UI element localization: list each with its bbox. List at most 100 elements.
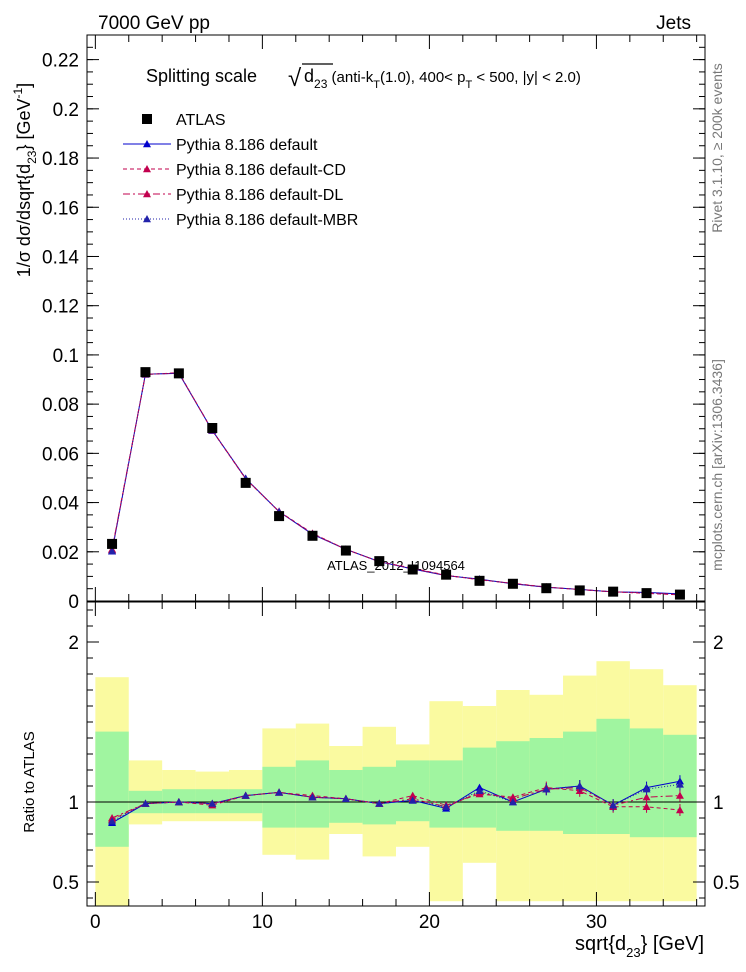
ratio-y-axis-label: Ratio to ATLAS [21, 731, 38, 832]
main-y-axis-label: 1/σ dσ/dsqrt{d23} [GeV-1] [11, 83, 39, 277]
ratio-point-pythia-8-186-default-mbr-16 [642, 785, 651, 793]
ratio-y-tick-label: 2 [68, 633, 79, 654]
ratio-series-marks [108, 775, 684, 826]
main-y-tick-label: 0.12 [42, 297, 79, 318]
main-y-tick-label: 0.02 [42, 543, 79, 564]
legend-marker-pythia-8-186-default-cd [143, 165, 151, 173]
ratio-series-lines [111, 780, 681, 824]
x-tick-label: 10 [252, 912, 273, 933]
header-jets-label: Jets [656, 13, 691, 34]
ratio-point-pythia-8-186-default-mbr-15 [609, 801, 618, 809]
legend: ATLAS Pythia 8.186 default Pythia 8.186 de… [123, 112, 358, 229]
x-tick-label: 0 [90, 912, 101, 933]
ratio-point-pythia-8-186-default-mbr-5 [275, 788, 284, 796]
ratio-point-pythia-8-186-default-mbr-17 [675, 780, 684, 788]
ratio-point-pythia-8-186-default-mbr-1 [141, 799, 150, 807]
x-tick-label: 30 [586, 912, 607, 933]
legend-marker-pythia-8-186-default-dl [143, 190, 151, 198]
atlas-point-7 [340, 545, 351, 556]
legend-label-atlas: ATLAS [176, 112, 226, 129]
main-y-tick-label: 0.22 [42, 51, 79, 72]
title-rest: d23 (anti-kT(1.0), 400< pT < 500, |y| < … [304, 66, 581, 91]
ratio-point-pythia-8-186-default-cd-16 [642, 802, 651, 810]
ratio-point-pythia-8-186-default-mbr-7 [341, 794, 350, 802]
ratio-point-pythia-8-186-default-mbr-0 [108, 817, 117, 825]
ratio-point-pythia-8-186-default-mbr-11 [475, 786, 484, 794]
uncertainty-band-inner-0 [95, 731, 129, 847]
atlas-point-1 [140, 367, 151, 378]
x-tick-label: 20 [419, 912, 440, 933]
uncertainty-band-inner-15 [596, 718, 630, 834]
rivet-label: Rivet 3.1.10, ≥ 200k events [709, 63, 725, 233]
ratio-panel [95, 661, 697, 906]
x-axis-label: sqrt{d23} [GeV] [575, 933, 704, 960]
legend-marker-atlas [142, 114, 152, 124]
ratio-point-pythia-8-186-default-cd-17 [675, 806, 684, 814]
main-series-lines [111, 372, 680, 596]
atlas-point-13 [541, 583, 552, 594]
main-y-tick-label: 0.1 [53, 346, 79, 367]
atlas-point-5 [274, 511, 285, 522]
main-series-marks [107, 367, 685, 600]
series-line-pythia-8-186-default-dl [111, 372, 680, 595]
ratio-point-pythia-8-186-default-mbr-14 [575, 782, 584, 790]
ratio-y-tick-label-right: 0.5 [713, 873, 739, 894]
ratio-line-pythia-8-186-default-cd [111, 787, 680, 821]
legend-label-pythia-8-186-default-dl: Pythia 8.186 default-DL [176, 187, 343, 204]
main-axes: 0 0.02 0.04 0.06 0.08 0.1 0.12 0.14 0.16 0.18 0.2 0… [42, 34, 705, 613]
ratio-point-pythia-8-186-default-mbr-9 [408, 796, 417, 804]
atlas-point-6 [307, 530, 318, 541]
atlas-point-3 [207, 423, 218, 434]
legend-label-pythia-8-186-default: Pythia 8.186 default [176, 137, 318, 154]
legend-label-pythia-8-186-default-cd: Pythia 8.186 default-CD [176, 162, 346, 179]
mcplots-label: mcplots.cern.ch [arXiv:1306.3436] [709, 359, 725, 571]
atlas-point-12 [507, 578, 518, 589]
atlas-point-2 [173, 368, 184, 379]
atlas-point-10 [441, 569, 452, 580]
uncertainty-band-inner-12 [496, 741, 530, 831]
ratio-y-tick-label: 0.5 [53, 873, 79, 894]
atlas-point-14 [574, 585, 585, 596]
ratio-line-pythia-8-186-default-dl [111, 787, 680, 819]
main-y-tick-label: 0.14 [42, 247, 79, 268]
ratio-point-pythia-8-186-default-mbr-10 [442, 802, 451, 810]
main-y-tick-label: 0.04 [42, 494, 79, 515]
ratio-point-pythia-8-186-default-mbr-2 [174, 798, 183, 806]
main-y-tick-label: 0.08 [42, 395, 79, 416]
legend-label-pythia-8-186-default-mbr: Pythia 8.186 default-MBR [176, 212, 358, 229]
ratio-point-pythia-8-186-default-mbr-4 [241, 791, 250, 799]
ratio-y-tick-label-right: 1 [713, 793, 724, 814]
legend-marker-pythia-8-186-default-mbr [143, 215, 151, 223]
title-main: Splitting scale [146, 66, 257, 86]
ratio-point-pythia-8-186-default-mbr-3 [208, 799, 217, 807]
uncertainty-band-inner-8 [362, 766, 396, 825]
main-y-tick-label: 0.06 [42, 444, 79, 465]
legend-marker-pythia-8-186-default [143, 140, 151, 148]
atlas-point-9 [407, 564, 418, 575]
ratio-point-pythia-8-186-default-mbr-6 [308, 793, 317, 801]
uncertainty-band-inner-9 [396, 760, 430, 822]
atlas-point-8 [374, 556, 385, 567]
atlas-point-11 [474, 575, 485, 586]
ratio-axes: 0.5 0.51 12 20 10 20 30 [53, 602, 739, 933]
ratio-point-pythia-8-186-default-mbr-13 [542, 785, 551, 793]
atlas-point-17 [674, 589, 685, 600]
ratio-point-pythia-8-186-default-dl-16 [642, 793, 651, 801]
ratio-y-tick-label-right: 2 [713, 633, 724, 654]
uncertainty-band-inner-10 [429, 760, 463, 828]
main-y-tick-label: 0.16 [42, 198, 79, 219]
main-y-tick-label: 0.2 [53, 100, 79, 121]
header-energy-label: 7000 GeV pp [98, 13, 210, 34]
ratio-y-tick-label: 1 [68, 793, 79, 814]
atlas-point-16 [641, 588, 652, 599]
ratio-point-pythia-8-186-default-mbr-8 [375, 799, 384, 807]
ratio-point-pythia-8-186-default-mbr-12 [508, 798, 517, 806]
main-y-tick-label: 0 [68, 592, 79, 613]
atlas-point-15 [608, 586, 619, 597]
atlas-point-4 [240, 477, 251, 488]
main-y-tick-label: 0.18 [42, 149, 79, 170]
ratio-line-pythia-8-186-default-mbr [111, 783, 681, 822]
uncertainty-band-inner-5 [262, 766, 296, 828]
series-line-pythia-8-186-default-mbr [111, 372, 680, 595]
